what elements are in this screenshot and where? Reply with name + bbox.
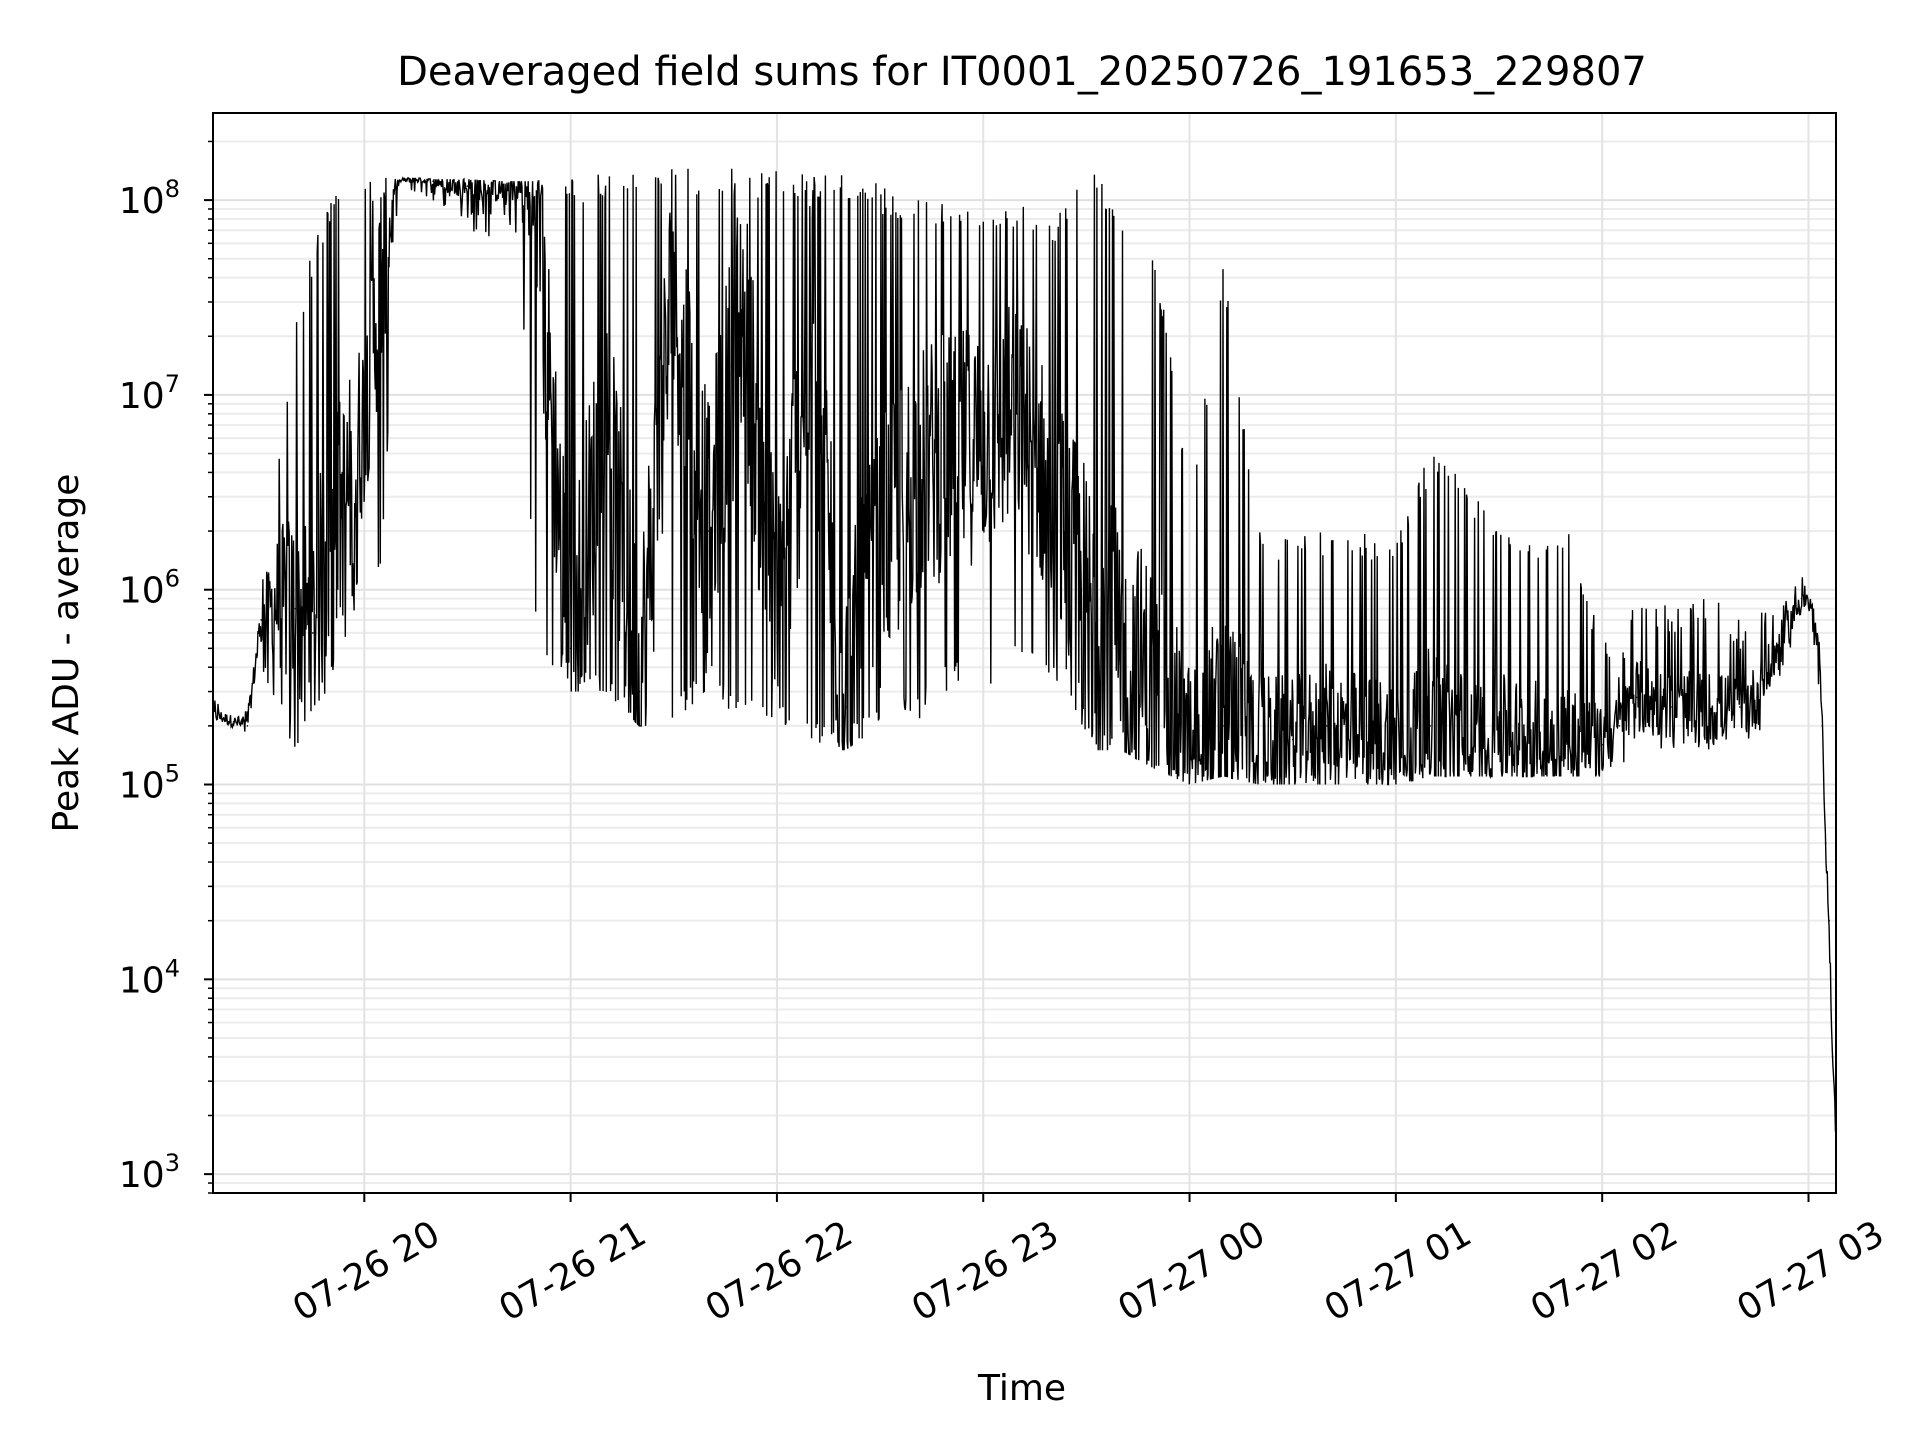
data-point	[346, 495, 348, 498]
data-point	[1670, 706, 1672, 708]
data-point	[466, 185, 469, 187]
data-point	[1773, 656, 1775, 659]
data-point	[1016, 412, 1019, 415]
data-point	[329, 530, 331, 532]
data-point	[913, 471, 916, 474]
y-tick-label: 107	[119, 370, 180, 417]
y-tick-label: 104	[119, 954, 180, 1001]
data-point	[776, 632, 778, 634]
data-point	[397, 180, 400, 183]
y-axis-label: Peak ADU - average	[46, 474, 87, 833]
y-tick-label: 106	[119, 565, 180, 612]
plot-frame	[212, 112, 1837, 1194]
data-point	[1800, 597, 1803, 600]
data-point	[1824, 842, 1827, 844]
data-point	[432, 180, 434, 183]
data-point	[535, 218, 538, 220]
data-point	[1119, 647, 1122, 650]
data-point	[1704, 709, 1707, 712]
data-point	[260, 619, 262, 621]
data-point	[1223, 725, 1225, 727]
data-point	[569, 647, 572, 650]
data-point	[1291, 738, 1294, 741]
data-point	[246, 725, 249, 727]
data-point	[1085, 607, 1088, 610]
series-line	[212, 168, 1837, 1136]
data-point	[982, 437, 985, 439]
data-point	[1326, 725, 1328, 727]
data-point	[1618, 725, 1621, 727]
data-point	[1429, 725, 1432, 727]
data-point	[232, 720, 235, 723]
data-point	[1790, 619, 1793, 621]
data-point	[1811, 607, 1813, 610]
data-point	[294, 607, 297, 610]
grid	[213, 113, 1836, 1194]
data-point	[1828, 919, 1830, 922]
data-point	[1807, 602, 1810, 605]
data-point	[1566, 733, 1569, 736]
data-series	[212, 168, 1837, 1141]
data-point	[1756, 696, 1758, 699]
data-point	[1463, 743, 1466, 746]
data-point	[1601, 743, 1603, 746]
data-point	[415, 178, 417, 181]
data-point	[810, 335, 813, 338]
data-point	[1498, 733, 1500, 736]
data-point	[948, 452, 950, 455]
y-tick-label: 103	[119, 1149, 180, 1196]
data-point	[501, 187, 503, 190]
data-point	[879, 554, 881, 557]
data-point	[1635, 696, 1638, 699]
data-point	[1738, 706, 1741, 708]
data-point	[1818, 647, 1820, 650]
data-point	[518, 183, 520, 186]
y-tick-label: 105	[119, 760, 180, 807]
data-point	[1188, 733, 1191, 736]
data-point	[604, 412, 606, 415]
data-point	[1532, 738, 1535, 741]
data-point	[1395, 738, 1397, 741]
data-point	[380, 276, 383, 279]
data-point	[1154, 690, 1156, 693]
chart-title: Deaveraged field sums for IT0001_2025072…	[397, 49, 1647, 95]
data-point	[1360, 733, 1363, 736]
data-point	[707, 530, 709, 532]
data-point	[363, 412, 366, 415]
data-point	[672, 276, 675, 279]
data-point	[311, 632, 314, 634]
y-tick-label: 108	[119, 175, 180, 222]
data-point	[1821, 725, 1824, 727]
x-axis-label: Time	[977, 1368, 1066, 1409]
data-point	[1257, 733, 1260, 736]
data-point	[741, 301, 744, 303]
data-point	[1831, 1056, 1834, 1058]
data-point	[277, 597, 280, 600]
data-point	[638, 690, 641, 693]
data-point	[1051, 495, 1053, 498]
data-point	[844, 706, 847, 708]
